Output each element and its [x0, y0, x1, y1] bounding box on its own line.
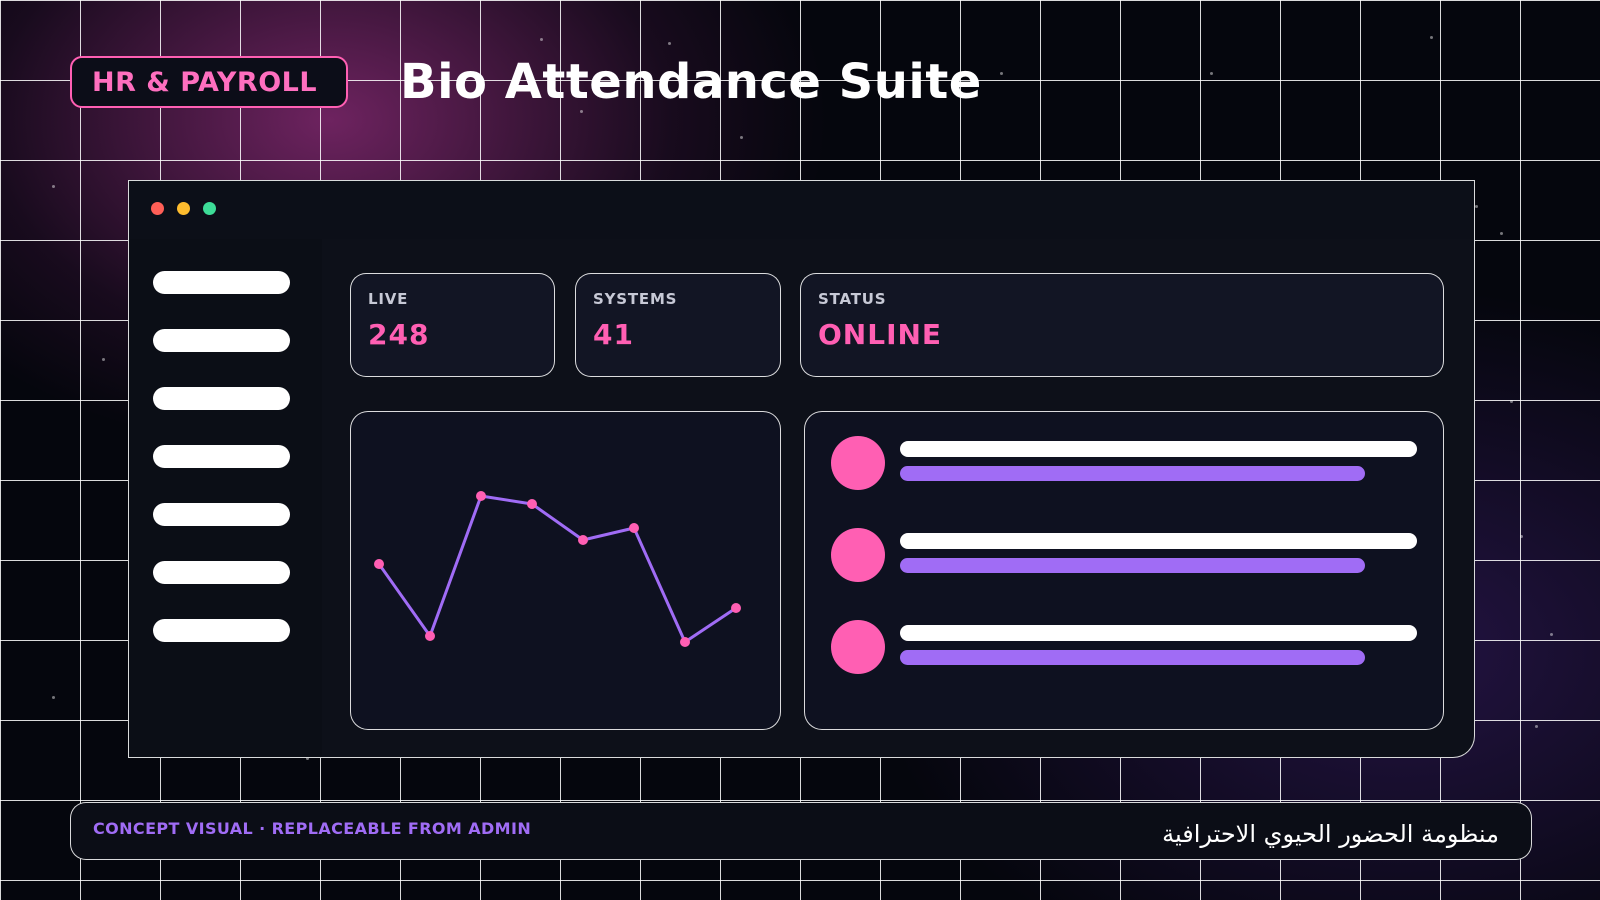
star	[740, 136, 743, 139]
sidebar-item-1[interactable]	[153, 271, 290, 294]
minimize-dot[interactable]	[177, 202, 190, 215]
star	[1430, 36, 1433, 39]
list-item[interactable]	[805, 620, 1443, 680]
data-point-7[interactable]	[680, 637, 690, 647]
list-item-primary-line	[900, 533, 1417, 549]
activity-list-panel	[804, 411, 1444, 730]
list-item-secondary-line	[900, 558, 1365, 573]
star	[1535, 725, 1538, 728]
stat-label: STATUS	[818, 290, 887, 308]
stat-card-live: LIVE 248	[350, 273, 555, 377]
stat-value: 41	[593, 318, 634, 351]
sidebar-item-4[interactable]	[153, 445, 290, 468]
star	[1210, 72, 1213, 75]
stat-card-systems: SYSTEMS 41	[575, 273, 781, 377]
footer-arabic-title: منظومة الحضور الحيوي الاحترافية	[1162, 820, 1499, 848]
line-chart	[374, 491, 741, 647]
maximize-dot[interactable]	[203, 202, 216, 215]
sidebar-item-6[interactable]	[153, 561, 290, 584]
avatar	[831, 528, 885, 582]
stat-label: LIVE	[368, 290, 409, 308]
avatar	[831, 436, 885, 490]
list-item[interactable]	[805, 528, 1443, 588]
star	[1550, 633, 1553, 636]
star	[1500, 232, 1503, 235]
sidebar-item-7[interactable]	[153, 619, 290, 642]
stat-card-status: STATUS ONLINE	[800, 273, 1444, 377]
data-point-4[interactable]	[527, 499, 537, 509]
sidebar-item-2[interactable]	[153, 329, 290, 352]
avatar	[831, 620, 885, 674]
list-item-secondary-line	[900, 466, 1365, 481]
data-point-8[interactable]	[731, 603, 741, 613]
list-item-primary-line	[900, 625, 1417, 641]
footer-note: CONCEPT VISUAL · REPLACEABLE FROM ADMIN	[93, 819, 532, 838]
star	[306, 757, 309, 760]
series-line	[377, 494, 737, 644]
stat-value: 248	[368, 318, 430, 351]
stat-label: SYSTEMS	[593, 290, 678, 308]
star	[1510, 400, 1513, 403]
page-title: Bio Attendance Suite	[400, 54, 982, 110]
data-point-5[interactable]	[578, 535, 588, 545]
star	[52, 185, 55, 188]
list-item-primary-line	[900, 441, 1417, 457]
star	[1520, 535, 1523, 538]
data-point-3[interactable]	[476, 491, 486, 501]
app-window: LIVE 248 SYSTEMS 41 STATUS ONLINE	[128, 180, 1475, 758]
sidebar-item-3[interactable]	[153, 387, 290, 410]
star	[540, 38, 543, 41]
star	[668, 42, 671, 45]
data-point-1[interactable]	[374, 559, 384, 569]
star	[52, 696, 55, 699]
star	[1000, 72, 1003, 75]
sidebar-item-5[interactable]	[153, 503, 290, 526]
data-point-2[interactable]	[425, 631, 435, 641]
stat-value: ONLINE	[818, 318, 943, 351]
star	[580, 110, 583, 113]
star	[102, 358, 105, 361]
line-chart-panel	[350, 411, 781, 730]
window-titlebar	[129, 181, 1474, 239]
data-point-6[interactable]	[629, 523, 639, 533]
close-dot[interactable]	[151, 202, 164, 215]
sidebar	[129, 239, 322, 757]
star	[1475, 205, 1478, 208]
footer-bar: CONCEPT VISUAL · REPLACEABLE FROM ADMIN …	[70, 802, 1532, 860]
category-tag-label: HR & PAYROLL	[92, 66, 318, 98]
list-item-secondary-line	[900, 650, 1365, 665]
category-tag: HR & PAYROLL	[70, 56, 348, 108]
list-item[interactable]	[805, 436, 1443, 496]
